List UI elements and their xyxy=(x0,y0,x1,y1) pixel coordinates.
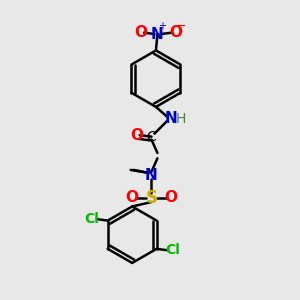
Text: C: C xyxy=(147,130,156,144)
Text: +: + xyxy=(158,21,166,31)
Text: O: O xyxy=(169,25,182,40)
Text: O: O xyxy=(130,128,143,142)
Text: N: N xyxy=(151,27,164,42)
Text: N: N xyxy=(145,168,158,183)
Text: O: O xyxy=(135,25,148,40)
Text: N: N xyxy=(164,111,177,126)
Text: H: H xyxy=(176,112,186,126)
Text: S: S xyxy=(146,189,158,207)
Text: Cl: Cl xyxy=(84,212,99,226)
Text: O: O xyxy=(164,190,177,205)
Text: Cl: Cl xyxy=(166,243,180,257)
Text: −: − xyxy=(176,20,187,33)
Text: O: O xyxy=(126,190,139,205)
